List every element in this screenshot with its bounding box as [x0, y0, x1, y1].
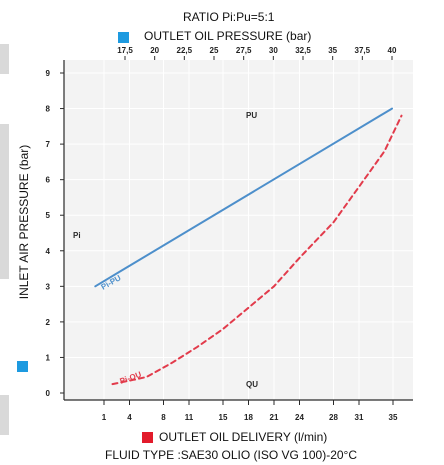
- x-bottom-tick-label: 31: [355, 413, 364, 422]
- series: [94, 107, 403, 386]
- y-tick-label: 3: [46, 282, 51, 291]
- x-top-tick-label: 37,5: [355, 46, 371, 55]
- x-bottom-tick-label: 8: [161, 413, 166, 422]
- footer-note: FLUID TYPE :SAE30 OLIO (ISO VG 100)-20°C: [105, 448, 357, 462]
- x-bottom-tick-label: 21: [270, 413, 279, 422]
- pu-label: PU: [246, 111, 257, 120]
- y-tick-label: 0: [46, 389, 51, 398]
- axes: 0 1 2 3 4 5 6 7 8 9 1 4 8 11 15 18 21 24 28 31 35 17,5 20 22,5 2…: [46, 46, 413, 422]
- x-top-tick-label: 40: [388, 46, 397, 55]
- y-tick-label: 8: [46, 105, 51, 114]
- pi-marker: [17, 361, 28, 372]
- x-bottom-tick-label: 35: [389, 413, 398, 422]
- plot-area: [64, 60, 413, 400]
- edge-tab-2: [0, 124, 9, 279]
- x-top-tick-label: 35: [328, 46, 337, 55]
- y-axis-label: INLET AIR PRESSURE (bar): [17, 145, 31, 300]
- x-bottom-tick-label: 4: [127, 413, 132, 422]
- x-top-tick-label: 22,5: [177, 46, 193, 55]
- y-tick-label: 9: [46, 69, 51, 78]
- bottom-axis-label: OUTLET OIL DELIVERY (l/min): [159, 430, 328, 444]
- top-axis-label: OUTLET OIL PRESSURE (bar): [144, 29, 312, 43]
- y-tick-label: 6: [46, 176, 51, 185]
- x-bottom-tick-label: 15: [219, 413, 228, 422]
- x-top-tick-label: 25: [210, 46, 219, 55]
- pressure-legend-marker: [118, 32, 129, 43]
- edge-tab-3: [0, 395, 9, 435]
- edge-tab-1: [0, 44, 9, 74]
- y-tick-label: 7: [46, 140, 51, 149]
- x-top-tick-label: 20: [150, 46, 159, 55]
- x-top-tick-label: 17,5: [117, 46, 133, 55]
- series-line-pi-qu: [111, 114, 403, 386]
- chart-title: RATIO Pi:Pu=5:1: [183, 10, 275, 24]
- x-bottom-tick-label: 11: [185, 413, 194, 422]
- x-top-tick-label: 30: [269, 46, 278, 55]
- y-tick-label: 5: [46, 211, 51, 220]
- x-bottom-tick-label: 1: [102, 413, 107, 422]
- delivery-legend-marker: [142, 432, 153, 443]
- grid: [64, 60, 413, 400]
- pi-label: Pi: [73, 231, 81, 240]
- qu-label: QU: [246, 380, 258, 389]
- y-tick-label: 2: [46, 318, 51, 327]
- series-line-pi-pu: [94, 107, 393, 288]
- x-top-tick-label: 27,5: [236, 46, 252, 55]
- y-tick-label: 1: [46, 353, 51, 362]
- x-bottom-tick-label: 18: [244, 413, 253, 422]
- y-tick-label: 4: [46, 247, 51, 256]
- x-top-tick-label: 32,5: [295, 46, 311, 55]
- x-bottom-tick-label: 24: [295, 413, 304, 422]
- x-bottom-tick-label: 28: [329, 413, 338, 422]
